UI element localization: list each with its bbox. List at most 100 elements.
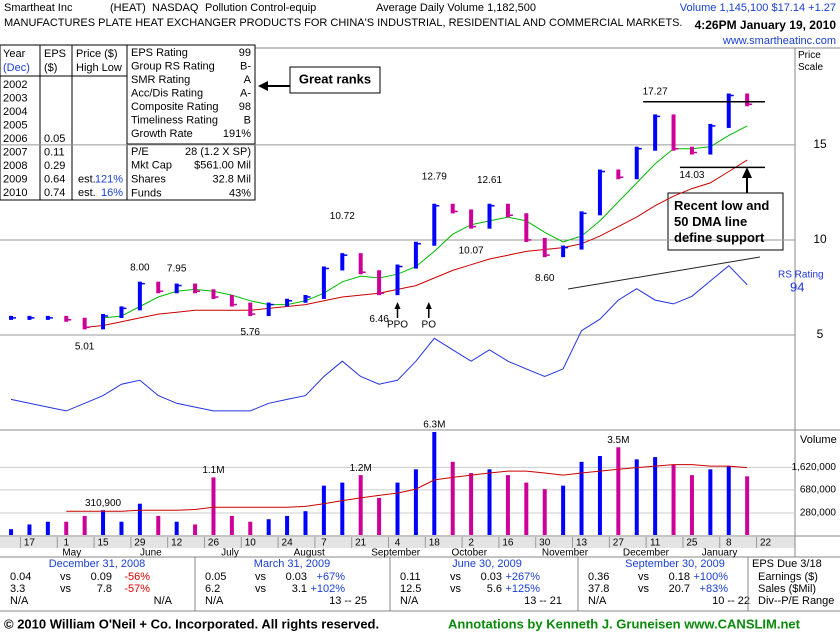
row-label: Sales ($Mil) bbox=[758, 583, 816, 595]
stat-value: 32.8 Mil bbox=[212, 174, 251, 186]
price-bar bbox=[561, 245, 566, 258]
month-label: January bbox=[702, 548, 738, 559]
table-header: (Dec) bbox=[3, 62, 30, 74]
volume-value-label: 1.2M bbox=[350, 463, 372, 474]
price-bar bbox=[358, 253, 363, 275]
x-tick-label: 27 bbox=[613, 538, 625, 549]
price-bar bbox=[597, 169, 602, 216]
table-header: Price ($) bbox=[76, 48, 118, 60]
x-tick-label: 24 bbox=[282, 538, 294, 549]
vs-label: vs bbox=[60, 571, 72, 583]
quarter-value: 13 -- 21 bbox=[524, 595, 562, 607]
price-bar bbox=[413, 241, 418, 269]
price-bar bbox=[708, 123, 713, 155]
x-tick-label: 4 bbox=[395, 538, 401, 549]
low-label: 6.46 bbox=[369, 314, 389, 325]
volume-bar bbox=[634, 459, 639, 535]
table-cell: est. bbox=[78, 187, 96, 199]
high-label: 7.95 bbox=[167, 264, 187, 275]
price-bar bbox=[137, 281, 142, 311]
price-bar bbox=[579, 211, 584, 250]
volume-bar bbox=[64, 521, 69, 535]
avg-volume: Average Daily Volume 1,182,500 bbox=[376, 2, 536, 14]
quarter-value: N/A bbox=[154, 595, 173, 607]
volume-bar bbox=[358, 475, 363, 535]
price-bar bbox=[303, 294, 308, 303]
volume-bar bbox=[413, 469, 418, 535]
x-tick-label: 30 bbox=[539, 538, 551, 549]
price-bar bbox=[156, 281, 161, 294]
quarter-date: December 31, 2008 bbox=[49, 558, 146, 570]
volume-value-label: 310,900 bbox=[85, 498, 122, 509]
volume-bar bbox=[561, 485, 566, 535]
table-cell: 2008 bbox=[3, 160, 27, 172]
table-header: EPS bbox=[44, 48, 66, 60]
x-tick-label: 2 bbox=[468, 538, 474, 549]
table-cell: est. bbox=[78, 173, 96, 185]
price-bar bbox=[745, 93, 750, 107]
quarter-change: +83% bbox=[700, 583, 729, 595]
volume-bar bbox=[745, 476, 750, 535]
volume-bar bbox=[689, 475, 694, 535]
timestamp: 4:26PM January 19, 2010 bbox=[695, 18, 837, 32]
quarter-change: +267% bbox=[505, 571, 540, 583]
rating-label: Group RS Rating bbox=[131, 60, 215, 72]
quarter-value: N/A bbox=[400, 595, 419, 607]
volume-bar bbox=[82, 515, 87, 535]
price-bar bbox=[505, 203, 510, 218]
quarter-change: +67% bbox=[317, 571, 346, 583]
price-bar bbox=[469, 209, 474, 229]
volume-tick-label: 680,000 bbox=[800, 485, 837, 496]
y-tick-label: 15 bbox=[813, 137, 827, 151]
price-bar bbox=[634, 146, 639, 180]
volume-bar bbox=[101, 510, 106, 535]
volume-bar bbox=[524, 482, 529, 535]
stat-label: P/E bbox=[131, 146, 149, 158]
vs-label: vs bbox=[255, 583, 267, 595]
price-bar bbox=[432, 203, 437, 246]
price-bar bbox=[653, 114, 658, 151]
rating-value: A- bbox=[240, 87, 251, 99]
volume-value-label: 1.1M bbox=[202, 465, 224, 476]
quarter-date: June 30, 2009 bbox=[452, 558, 522, 570]
price-bar bbox=[321, 266, 326, 299]
volume-bar bbox=[340, 482, 345, 535]
price-bar bbox=[82, 317, 87, 330]
rating-label: Composite Rating bbox=[131, 101, 218, 113]
rs-rating: 94 bbox=[790, 279, 804, 294]
pivot-arrowhead bbox=[425, 302, 432, 309]
price-bar bbox=[524, 213, 529, 242]
volume-bar bbox=[616, 447, 621, 535]
stat-value: 28 (1.2 X SP) bbox=[185, 146, 251, 158]
annotation-box bbox=[667, 192, 784, 251]
x-tick-label: 10 bbox=[245, 538, 257, 549]
table-cell: 2004 bbox=[3, 106, 27, 118]
month-label: July bbox=[221, 548, 239, 559]
volume-bar bbox=[156, 515, 161, 535]
quarter-value: 37.8 bbox=[588, 583, 609, 595]
volume-bar bbox=[9, 529, 14, 535]
rs-label: RS Rating bbox=[778, 270, 824, 281]
volume-bar bbox=[671, 464, 676, 535]
price-bar bbox=[616, 169, 621, 180]
volume-value-label: 3.5M bbox=[607, 435, 629, 446]
x-tick-label: 25 bbox=[686, 538, 698, 549]
month-label: October bbox=[451, 548, 487, 559]
volume-bar bbox=[285, 515, 290, 535]
quote: Volume 1,145,100 $17.14 +1.27 bbox=[680, 2, 836, 14]
x-tick-label: 11 bbox=[650, 538, 661, 549]
table-cell: 0.64 bbox=[44, 173, 65, 185]
table-cell: 2007 bbox=[3, 146, 27, 158]
annotation-text: Great ranks bbox=[299, 71, 371, 86]
table-cell: 2003 bbox=[3, 92, 27, 104]
quarter-value: N/A bbox=[10, 595, 29, 607]
volume-bar bbox=[211, 477, 216, 535]
rating-value: B bbox=[244, 114, 251, 126]
x-tick-label: 13 bbox=[576, 538, 588, 549]
rs-line bbox=[10, 265, 748, 412]
table-cell: 2002 bbox=[3, 79, 27, 91]
price-bar bbox=[542, 237, 547, 258]
quarter-value: 7.8 bbox=[97, 583, 112, 595]
